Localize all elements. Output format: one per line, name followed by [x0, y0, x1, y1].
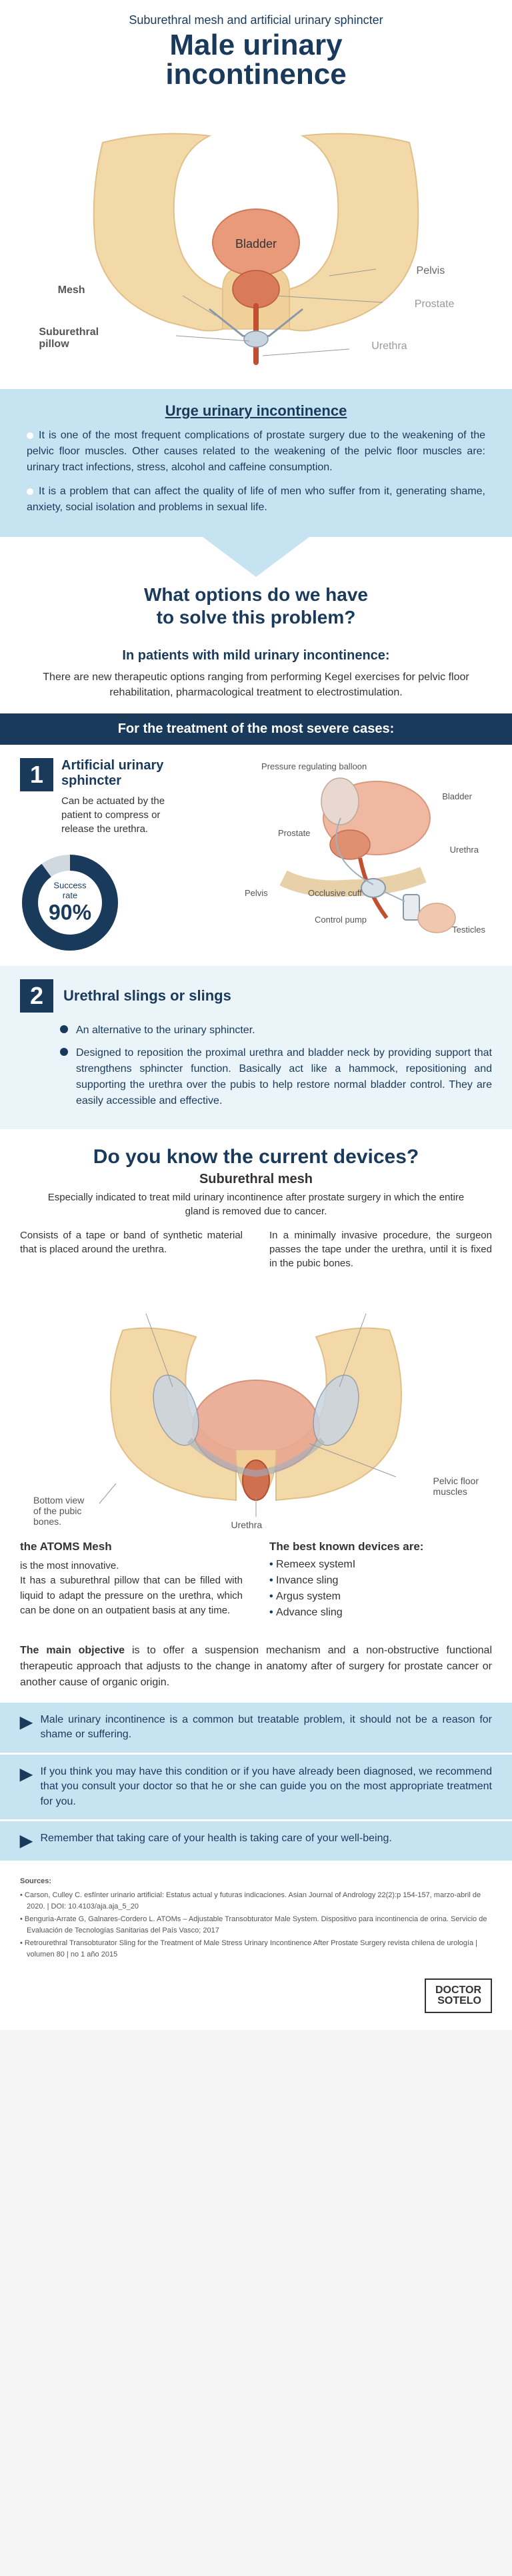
- devices-subtitle: Suburethral mesh: [0, 1172, 512, 1187]
- bullet-icon: [60, 1025, 68, 1033]
- title-line2: incontinence: [20, 60, 492, 89]
- success-donut-chart: Success rate 90%: [20, 853, 120, 953]
- mesh-col-left: Consists of a tape or band of synthetic …: [20, 1228, 243, 1270]
- bullet-icon: [27, 488, 33, 495]
- mild-text: There are new therapeutic options rangin…: [27, 670, 485, 700]
- question-heading: What options do we have to solve this pr…: [0, 564, 512, 642]
- list-item: Advance sling: [269, 1607, 492, 1619]
- label-prostate: Prostate: [278, 828, 310, 838]
- list-item: Argus system: [269, 1591, 492, 1603]
- logo: DOCTORSOTELO: [425, 1978, 492, 2013]
- urge-p1: It is one of the most frequent complicat…: [27, 428, 485, 476]
- label-pelvis: Pelvis: [417, 265, 445, 277]
- arrow-icon: ▶: [20, 1831, 32, 1851]
- label-urethra: Urethra: [450, 845, 479, 855]
- sphincter-diagram: Pressure regulating balloon Bladder Pros…: [208, 758, 492, 945]
- best-devices-column: The best known devices are: Remeex syste…: [269, 1540, 492, 1623]
- urge-section: Urge urinary incontinence It is one of t…: [0, 389, 512, 537]
- label-prostate: Prostate: [415, 298, 455, 310]
- mild-title: In patients with mild urinary incontinen…: [27, 648, 485, 663]
- label-bladder: Bladder: [442, 791, 472, 801]
- label-pillow: Suburethral pillow: [39, 326, 99, 350]
- label-pelvic-floor: Pelvic floormuscles: [433, 1476, 479, 1497]
- mild-section: In patients with mild urinary incontinen…: [0, 642, 512, 713]
- bullet-icon: [27, 432, 33, 439]
- atoms-column: the ATOMS Mesh is the most innovative.It…: [20, 1540, 243, 1623]
- treatment-2: 2 Urethral slings or slings An alternati…: [0, 966, 512, 1129]
- t2-bullet-1: An alternative to the urinary sphincter.: [60, 1023, 492, 1039]
- label-pelvis: Pelvis: [245, 888, 268, 898]
- label-mesh: Mesh: [58, 284, 85, 296]
- mesh-diagram: Bottom viewof the pubicbones. Urethra Pe…: [20, 1277, 492, 1530]
- objective-text: The main objective The main objective is…: [0, 1633, 512, 1701]
- footer: DOCTORSOTELO: [0, 1972, 512, 2030]
- list-item: Remeex systemI: [269, 1559, 492, 1571]
- infographic-page: Suburethral mesh and artificial urinary …: [0, 0, 512, 2030]
- treatment-1: 1 Artificial urinary sphincter Can be ac…: [0, 745, 512, 966]
- t1-left-column: 1 Artificial urinary sphincter Can be ac…: [20, 758, 195, 953]
- number-badge-1: 1: [20, 758, 53, 791]
- main-anatomy-diagram: Bladder Pelvis Prostate Urethra Mesh Sub…: [20, 103, 492, 382]
- t2-bullet-2: Designed to reposition the proximal uret…: [60, 1045, 492, 1109]
- mesh-section: Consists of a tape or band of synthetic …: [0, 1228, 512, 1623]
- device-list: Remeex systemI Invance sling Argus syste…: [269, 1559, 492, 1619]
- t2-title: Urethral slings or slings: [63, 987, 231, 1005]
- arrow-icon: ▶: [20, 1765, 32, 1784]
- urge-title: Urge urinary incontinence: [27, 402, 485, 420]
- label-balloon: Pressure regulating balloon: [261, 761, 367, 771]
- label-bottom-view: Bottom viewof the pubicbones.: [33, 1495, 84, 1527]
- label-cuff: Occlusive cuff: [308, 888, 362, 898]
- subtitle: Suburethral mesh and artificial urinary …: [20, 13, 492, 27]
- list-item: Invance sling: [269, 1575, 492, 1587]
- callout-3: ▶ Remember that taking care of your heal…: [0, 1821, 512, 1861]
- arrow-icon: ▶: [20, 1713, 32, 1732]
- header: Suburethral mesh and artificial urinary …: [0, 0, 512, 96]
- callout-2: ▶ If you think you may have this conditi…: [0, 1755, 512, 1819]
- devices-desc: Especially indicated to treat mild urina…: [0, 1187, 512, 1228]
- label-pump: Control pump: [315, 915, 367, 925]
- label-urethra: Urethra: [231, 1519, 262, 1530]
- callout-1: ▶ Male urinary incontinence is a common …: [0, 1703, 512, 1753]
- sources: Sources: Carson, Culley C. esfínter urin…: [0, 1863, 512, 1972]
- label-urethra: Urethra: [371, 340, 407, 352]
- donut-percent: 90%: [45, 900, 95, 925]
- source-item: Benguria-Arrate G, Galnares-Cordero L. A…: [20, 1914, 492, 1936]
- bullet-icon: [60, 1048, 68, 1056]
- mesh-col-right: In a minimally invasive procedure, the s…: [269, 1228, 492, 1270]
- source-item: Retrourethral Transobturator Sling for t…: [20, 1938, 492, 1960]
- sources-title: Sources:: [20, 1876, 492, 1887]
- t1-title: Artificial urinary sphincter: [61, 758, 195, 789]
- severe-header: For the treatment of the most severe cas…: [0, 713, 512, 745]
- source-item: Carson, Culley C. esfínter urinario arti…: [20, 1890, 492, 1912]
- label-bladder: Bladder: [235, 237, 277, 251]
- urge-p2: It is a problem that can affect the qual…: [27, 484, 485, 516]
- t1-text: Can be actuated by the patient to compre…: [61, 794, 195, 836]
- devices-title: Do you know the current devices?: [0, 1129, 512, 1172]
- label-testicles: Testicles: [452, 925, 485, 935]
- donut-label: Success rate: [45, 880, 95, 900]
- number-badge-2: 2: [20, 979, 53, 1013]
- title-line1: Male urinary: [20, 31, 492, 60]
